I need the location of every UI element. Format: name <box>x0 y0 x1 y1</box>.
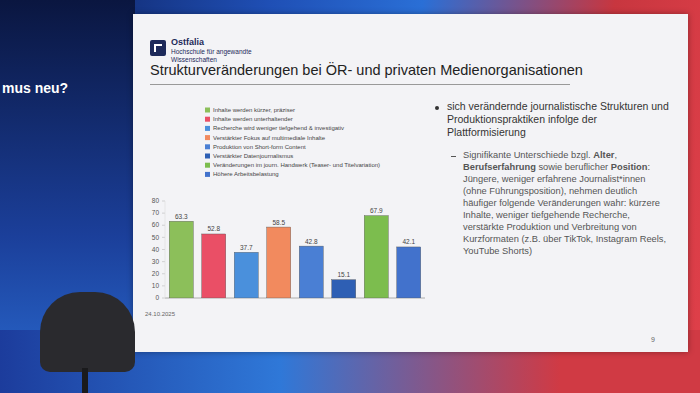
bold-text: Berufserfahrung <box>463 162 536 172</box>
tick-label: 30 <box>152 258 160 265</box>
tick-label: 40 <box>152 246 160 253</box>
legend-label: Inhalte werden kürzer, präziser <box>213 107 295 113</box>
page-number: 9 <box>651 336 655 343</box>
legend-label: Produktion von Short-form Content <box>213 144 306 150</box>
bars <box>169 216 421 298</box>
legend-label: Verstärkter Fokus auf multimediale Inhal… <box>213 135 326 141</box>
legend-swatch <box>205 154 210 159</box>
tick-label: 20 <box>152 270 160 277</box>
sub-bullet-dash <box>451 156 456 157</box>
bar <box>202 234 226 298</box>
y-axis-line <box>165 201 166 298</box>
tick-label: 80 <box>152 197 160 204</box>
bar <box>267 227 291 298</box>
bold-text: Alter <box>593 150 614 160</box>
stage-text: mus neu? <box>2 80 68 96</box>
text: : Jüngere, weniger erfahrene Journalist*… <box>463 162 666 256</box>
data-label: 52.8 <box>207 225 220 232</box>
tick-mark <box>162 237 165 238</box>
bar <box>332 280 356 298</box>
data-label: 37.7 <box>240 244 253 251</box>
tick-label: 10 <box>152 282 160 289</box>
tick-label: 60 <box>152 221 160 228</box>
chart: 0 10 20 30 40 50 60 70 80 63.3 52.8 37.7 58.5 42.8 15.… <box>0 0 700 393</box>
legend-label: Höhere Arbeitsbelastung <box>213 171 279 177</box>
text: Signifikante Unterschiede bzgl. <box>463 150 593 160</box>
legend-label: Veränderungen im journ. Handwerk (Teaser… <box>213 162 380 168</box>
data-label: 63.3 <box>175 213 188 220</box>
legend-label: Verstärkter Datenjournalismus <box>213 153 293 159</box>
bar <box>299 246 323 298</box>
logo-icon <box>150 40 166 56</box>
slide: OstfaliaHochschule für angewandte Wissen… <box>133 14 688 352</box>
logo-name: Ostfalia <box>171 37 204 47</box>
data-label: 15.1 <box>337 271 350 278</box>
chair <box>40 292 135 372</box>
text: , <box>614 150 617 160</box>
tick-label: 70 <box>152 209 160 216</box>
bar <box>234 252 258 298</box>
legend-swatch <box>205 117 210 122</box>
legend-swatch <box>205 163 210 168</box>
text: sowie beruflicher <box>536 162 611 172</box>
title-rule <box>150 84 570 85</box>
slide-title: Strukturveränderungen bei ÖR- und privat… <box>150 62 583 78</box>
legend-swatch <box>205 135 210 140</box>
tick-mark <box>162 261 165 262</box>
sub-bullet: Signifikante Unterschiede bzgl. Alter, B… <box>463 149 668 257</box>
tick-label: 0 <box>155 294 159 301</box>
legend-swatch <box>205 126 210 131</box>
logo-subtitle: Hochschule für angewandte Wissenschaften <box>171 48 259 64</box>
legend-swatch <box>205 144 210 149</box>
bold-text: Position <box>611 162 648 172</box>
tick-mark <box>162 213 165 214</box>
logo-mark <box>154 44 162 52</box>
data-label: 67.9 <box>370 207 383 214</box>
legend-label: Inhalte werden unterhaltender <box>213 116 293 122</box>
tick-mark <box>162 249 165 250</box>
tick-mark <box>162 225 165 226</box>
tick-mark <box>162 285 165 286</box>
bar <box>364 216 388 298</box>
bullet-dot <box>435 106 439 110</box>
data-label: 58.5 <box>272 219 285 226</box>
bar <box>397 247 421 298</box>
tick-label: 50 <box>152 234 160 241</box>
date: 24.10.2025 <box>145 311 175 317</box>
tick-mark <box>162 273 165 274</box>
legend-swatch <box>205 172 210 177</box>
bar <box>169 221 193 298</box>
tick-mark <box>162 201 165 202</box>
tick-mark <box>162 298 165 299</box>
data-label: 42.8 <box>305 238 318 245</box>
legend-label: Recherche wird weniger tiefgehend & inve… <box>213 125 344 131</box>
chair-leg <box>82 368 88 393</box>
data-label: 42.1 <box>402 238 415 245</box>
legend-swatch <box>205 108 210 113</box>
bullet: sich verändernde journalistische Struktu… <box>447 100 672 139</box>
